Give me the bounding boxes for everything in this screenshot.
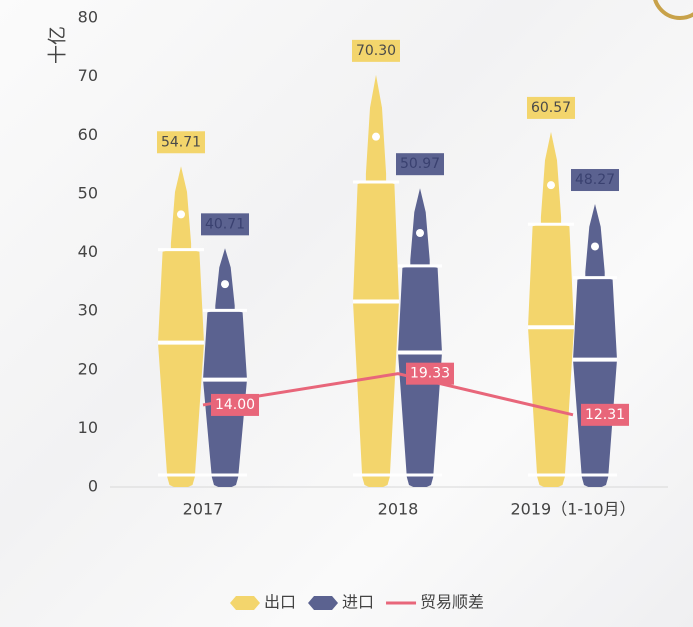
value-label: 54.71 xyxy=(161,134,201,150)
legend-swatch xyxy=(308,596,339,610)
pen-hole xyxy=(591,242,599,251)
pen-hole xyxy=(547,181,555,190)
y-tick-label: 60 xyxy=(78,125,98,144)
legend-item[interactable]: 进口 xyxy=(308,593,374,612)
pen-hole xyxy=(177,210,185,219)
trend-line xyxy=(202,372,574,417)
pen-hole xyxy=(416,229,424,238)
legend-label: 贸易顺差 xyxy=(420,593,484,612)
value-label: 12.31 xyxy=(585,407,625,423)
value-label: 48.27 xyxy=(575,172,615,188)
value-label-box xyxy=(211,393,259,416)
value-label: 70.30 xyxy=(356,43,396,59)
value-label-box xyxy=(406,362,454,385)
y-tick-label: 10 xyxy=(78,418,98,437)
pen-bar xyxy=(398,188,442,487)
y-tick-label: 80 xyxy=(78,8,98,27)
decor-ring xyxy=(653,0,693,20)
value-label-box xyxy=(571,169,619,192)
value-label-box xyxy=(201,213,249,236)
value-label: 14.00 xyxy=(215,397,255,413)
value-label-group: 50.97 xyxy=(396,153,444,176)
value-label: 19.33 xyxy=(410,366,450,382)
pen-bar xyxy=(353,74,399,488)
value-label-box xyxy=(396,153,444,176)
y-tick-label: 30 xyxy=(78,301,98,320)
legend-item[interactable]: 出口 xyxy=(230,593,296,612)
value-label: 60.57 xyxy=(531,100,571,116)
pen-hole xyxy=(221,280,229,289)
legend-label: 进口 xyxy=(342,593,374,612)
value-label-box xyxy=(157,131,205,154)
value-label-group: 40.71 xyxy=(201,213,249,236)
y-tick-label: 40 xyxy=(78,242,98,261)
value-label: 50.97 xyxy=(400,156,440,172)
legend-label: 出口 xyxy=(264,593,296,612)
pen-bar xyxy=(203,248,247,487)
pen-bar xyxy=(158,166,204,488)
value-label-box xyxy=(581,403,629,426)
y-tick-label: 0 xyxy=(88,477,98,496)
pen-bar xyxy=(528,131,574,487)
y-tick-label: 50 xyxy=(78,183,98,202)
value-label-group: 60.57 xyxy=(527,96,575,119)
value-label: 40.71 xyxy=(205,216,245,232)
value-label-group: 70.30 xyxy=(352,39,400,62)
pen-hole xyxy=(372,132,380,141)
legend-item[interactable]: 贸易顺差 xyxy=(386,593,484,612)
x-tick-label: 2018 xyxy=(378,500,419,519)
x-tick-label: 2019（1-10月） xyxy=(510,500,635,519)
y-axis-label: 十亿 xyxy=(47,26,69,64)
y-tick-label: 20 xyxy=(78,359,98,378)
x-tick-label: 2017 xyxy=(183,500,224,519)
y-tick-label: 70 xyxy=(78,66,98,85)
value-label-group: 54.71 xyxy=(157,131,205,154)
value-label-box xyxy=(352,39,400,62)
legend-swatch xyxy=(230,596,260,610)
value-label-group: 48.27 xyxy=(571,169,619,192)
value-label-box xyxy=(527,96,575,119)
